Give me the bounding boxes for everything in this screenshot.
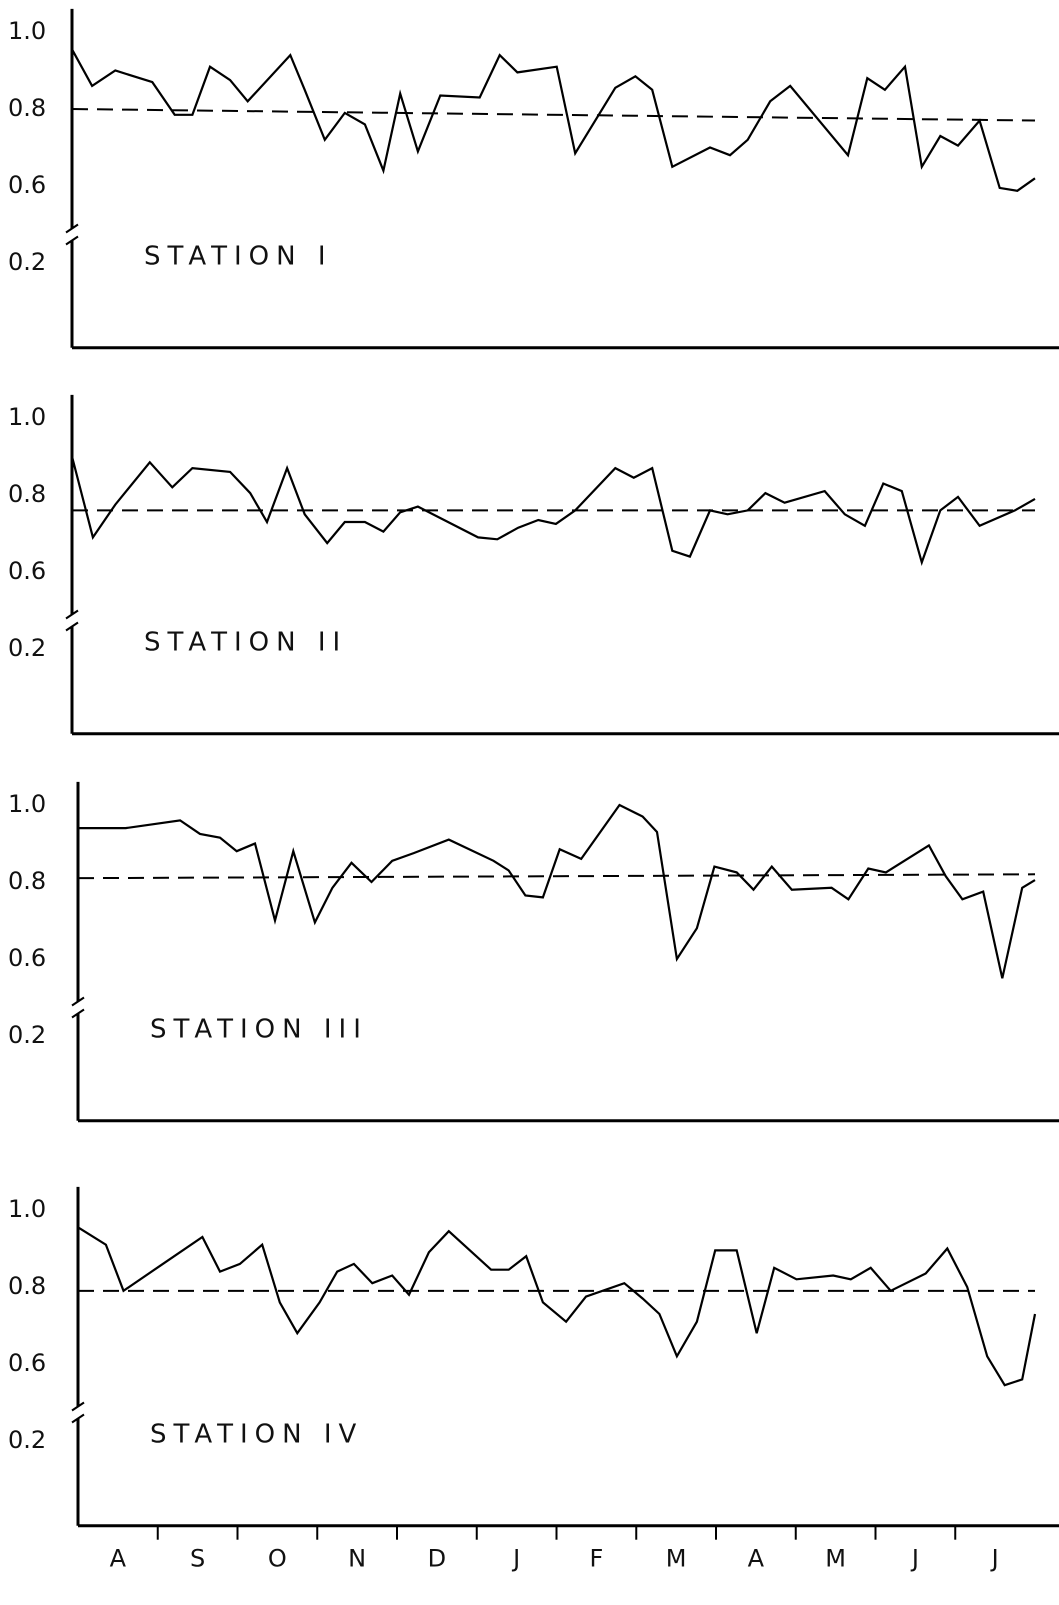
x-tick-label: J bbox=[990, 1545, 999, 1573]
axis-break bbox=[65, 609, 79, 620]
y-tick-label: 0.6 bbox=[8, 171, 46, 199]
data-line bbox=[78, 803, 1036, 979]
axis-break bbox=[65, 235, 79, 246]
y-tick-label: 0.2 bbox=[8, 1426, 46, 1454]
reference-line bbox=[77, 873, 1036, 880]
y-tick-label: 0.2 bbox=[8, 1021, 46, 1049]
x-tick-label: J bbox=[910, 1545, 919, 1573]
y-tick-label: 0.6 bbox=[8, 557, 46, 585]
reference-line bbox=[71, 108, 1036, 122]
y-tick-label: 1.0 bbox=[8, 1195, 46, 1223]
y-tick-label: 0.6 bbox=[8, 1349, 46, 1377]
axis-break bbox=[65, 223, 79, 234]
data-line bbox=[71, 48, 1036, 192]
y-tick-label: 1.0 bbox=[8, 790, 46, 818]
axis-break bbox=[71, 1401, 85, 1412]
x-tick-label: O bbox=[268, 1545, 287, 1573]
y-tick-label: 0.8 bbox=[8, 1272, 46, 1300]
panel-title: STATION IV bbox=[150, 1420, 363, 1450]
axis-break bbox=[71, 996, 85, 1007]
x-tick-label: N bbox=[348, 1545, 366, 1573]
y-tick-label: 1.0 bbox=[8, 17, 46, 45]
x-tick-label: J bbox=[511, 1545, 520, 1573]
axis-break bbox=[71, 1413, 85, 1424]
x-tick-label: A bbox=[748, 1545, 765, 1573]
y-tick-label: 0.8 bbox=[8, 867, 46, 895]
x-tick-label: F bbox=[589, 1545, 603, 1573]
data-line bbox=[77, 1226, 1037, 1387]
x-tick-label: S bbox=[190, 1545, 205, 1573]
data-line bbox=[70, 456, 1036, 567]
x-tick-label: M bbox=[666, 1545, 687, 1573]
y-tick-label: 0.2 bbox=[8, 634, 46, 662]
y-tick-label: 0.2 bbox=[8, 248, 46, 276]
y-tick-label: 0.8 bbox=[8, 480, 46, 508]
axis-break bbox=[71, 1008, 85, 1019]
panel-title: STATION III bbox=[150, 1015, 368, 1045]
y-tick-label: 0.8 bbox=[8, 94, 46, 122]
y-tick-label: 0.6 bbox=[8, 944, 46, 972]
y-tick-label: 1.0 bbox=[8, 403, 46, 431]
panel-title: STATION II bbox=[144, 628, 347, 658]
x-tick-label: M bbox=[825, 1545, 846, 1573]
x-tick-label: D bbox=[428, 1545, 446, 1573]
axis-break bbox=[65, 621, 79, 632]
panel-title: STATION I bbox=[144, 242, 333, 272]
x-tick-label: A bbox=[110, 1545, 127, 1573]
